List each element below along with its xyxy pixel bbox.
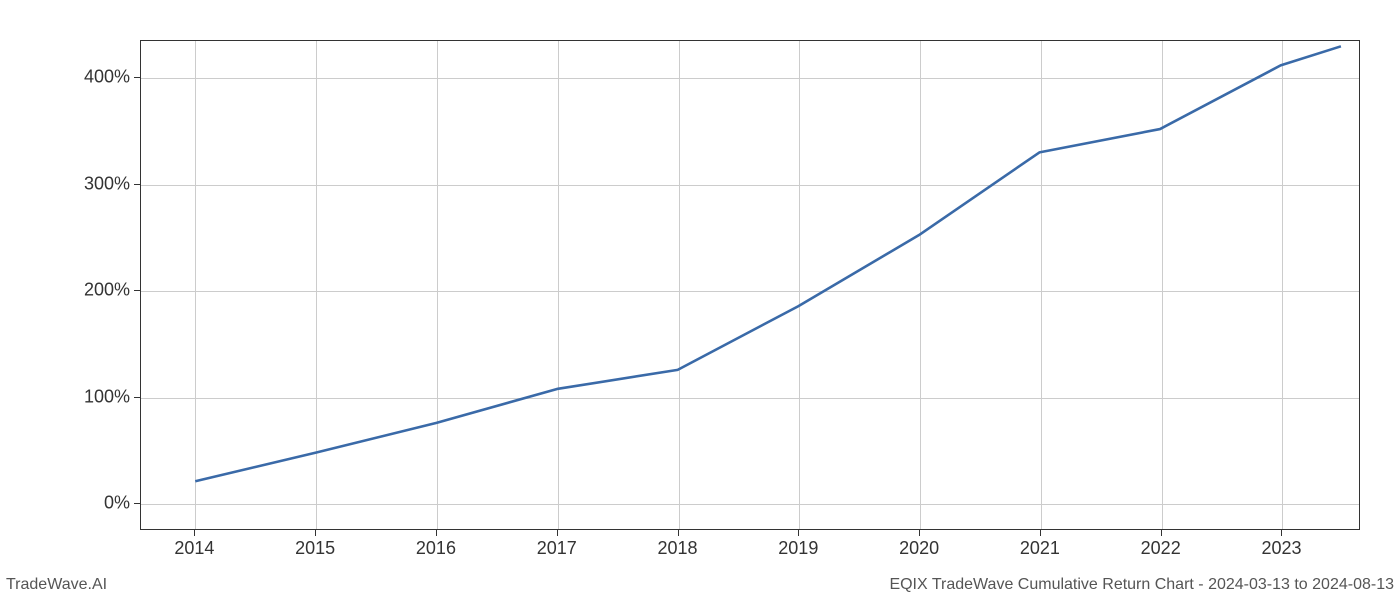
x-tick-mark: [919, 530, 920, 536]
x-tick-mark: [194, 530, 195, 536]
y-tick-mark: [134, 397, 140, 398]
y-tick-label: 300%: [70, 173, 130, 194]
x-tick-label: 2017: [537, 538, 577, 559]
x-tick-mark: [798, 530, 799, 536]
y-tick-label: 400%: [70, 67, 130, 88]
x-tick-label: 2020: [899, 538, 939, 559]
line-path: [195, 46, 1341, 481]
x-tick-label: 2021: [1020, 538, 1060, 559]
y-tick-mark: [134, 290, 140, 291]
y-tick-label: 200%: [70, 280, 130, 301]
chart-container: [140, 40, 1360, 530]
x-tick-mark: [678, 530, 679, 536]
x-tick-mark: [1281, 530, 1282, 536]
x-tick-mark: [1040, 530, 1041, 536]
x-tick-mark: [1161, 530, 1162, 536]
x-tick-label: 2023: [1261, 538, 1301, 559]
x-tick-label: 2019: [778, 538, 818, 559]
x-tick-label: 2015: [295, 538, 335, 559]
footer-right-text: EQIX TradeWave Cumulative Return Chart -…: [889, 576, 1394, 594]
y-tick-label: 0%: [70, 493, 130, 514]
y-tick-mark: [134, 77, 140, 78]
y-tick-mark: [134, 503, 140, 504]
x-tick-label: 2016: [416, 538, 456, 559]
y-tick-label: 100%: [70, 386, 130, 407]
y-tick-mark: [134, 184, 140, 185]
x-tick-label: 2022: [1141, 538, 1181, 559]
x-tick-mark: [557, 530, 558, 536]
plot-area: [140, 40, 1360, 530]
x-tick-label: 2018: [657, 538, 697, 559]
x-tick-label: 2014: [174, 538, 214, 559]
x-tick-mark: [436, 530, 437, 536]
line-series: [141, 41, 1359, 529]
x-tick-mark: [315, 530, 316, 536]
footer-left-text: TradeWave.AI: [6, 576, 107, 594]
